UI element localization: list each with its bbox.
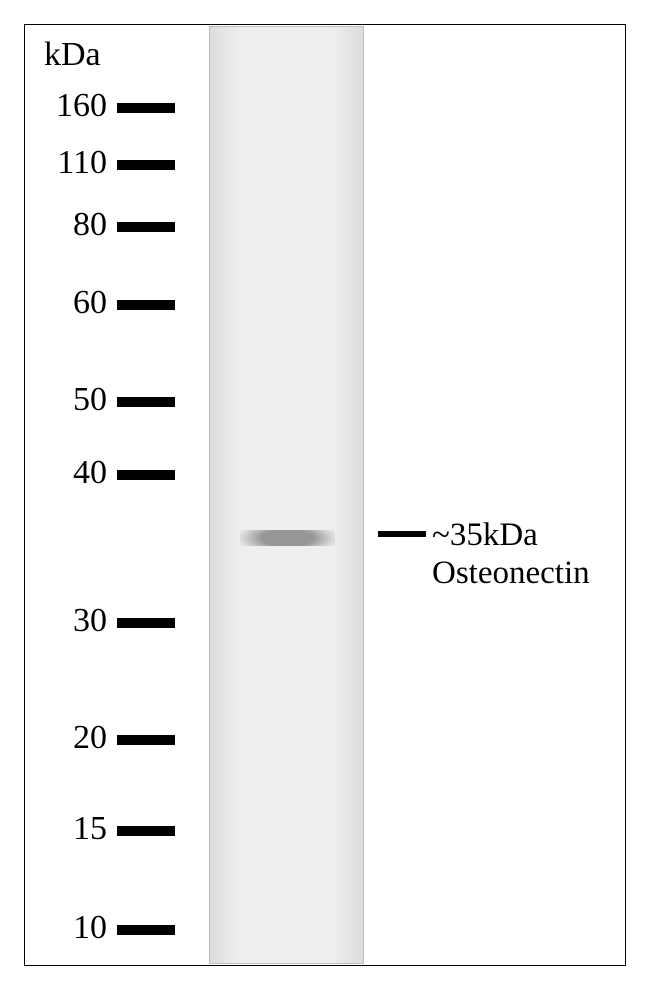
mw-tick-80	[117, 222, 175, 232]
mw-label-50: 50	[67, 381, 107, 419]
kda-header: kDa	[44, 36, 101, 74]
mw-tick-160	[117, 103, 175, 113]
band-indicator-tick	[378, 531, 426, 537]
mw-label-40: 40	[67, 454, 107, 492]
mw-tick-20	[117, 735, 175, 745]
mw-tick-60	[117, 300, 175, 310]
mw-label-30: 30	[67, 602, 107, 640]
mw-tick-30	[117, 618, 175, 628]
protein-band	[240, 530, 335, 546]
band-label: ~35kDa Osteonectin	[432, 516, 590, 592]
mw-label-160: 160	[50, 87, 107, 125]
mw-tick-50	[117, 397, 175, 407]
blot-lane	[209, 26, 364, 964]
mw-tick-110	[117, 160, 175, 170]
mw-tick-10	[117, 925, 175, 935]
mw-label-110: 110	[50, 144, 107, 182]
mw-label-10: 10	[67, 909, 107, 947]
mw-tick-15	[117, 826, 175, 836]
mw-label-20: 20	[67, 719, 107, 757]
mw-label-60: 60	[67, 284, 107, 322]
mw-label-15: 15	[67, 810, 107, 848]
mw-label-80: 80	[67, 206, 107, 244]
mw-tick-40	[117, 470, 175, 480]
